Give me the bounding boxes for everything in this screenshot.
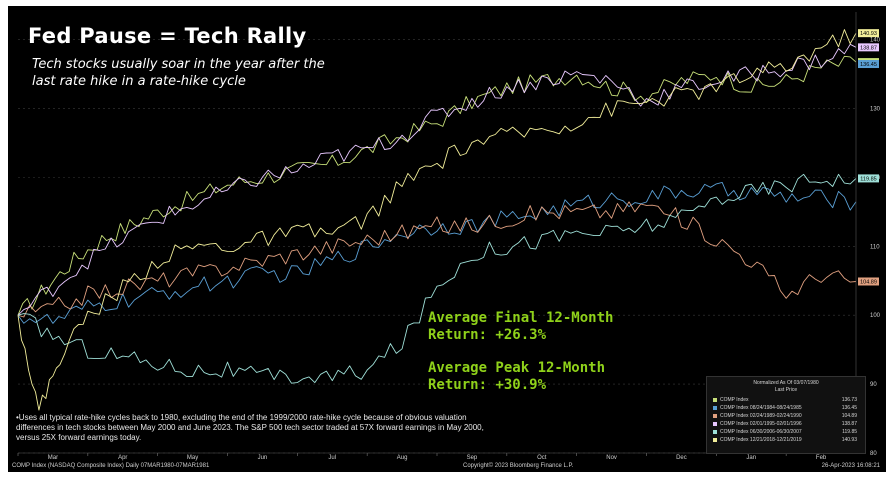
legend-item: COMP Index 12/21/2018-12/21/2019 140.93 (713, 437, 861, 444)
legend-title: Normalized As Of 03/07/1980 (753, 380, 819, 386)
legend-swatch (713, 437, 717, 442)
x-tick-label: Nov (606, 455, 617, 461)
legend-swatch (713, 405, 717, 410)
legend-label: COMP Index 08/24/1984-08/24/1985 (720, 405, 802, 411)
status-right: 26-Apr-2023 16:08:21 (821, 463, 880, 469)
end-value-label: 119.85 (860, 176, 876, 182)
end-value-tag (858, 277, 879, 286)
y-tick-label: 140 (870, 38, 881, 44)
series-line (17, 173, 857, 384)
legend-swatch (713, 413, 717, 418)
legend-value: 136.45 (841, 405, 857, 411)
end-value-tag (858, 29, 879, 38)
legend-item: COMP Index 02/01/1995-02/01/1996 138.87 (713, 421, 861, 428)
legend-label: COMP Index 02/24/1989-02/24/1990 (720, 413, 802, 419)
end-value-tag (858, 43, 879, 52)
legend-value: 138.87 (841, 421, 857, 427)
final-return-value: Return: +26.3% (428, 327, 547, 343)
x-tick-label: Dec (676, 455, 687, 461)
status-bar: COMP Index (NASDAQ Composite Index) Dail… (8, 461, 886, 472)
legend-swatch (713, 429, 717, 434)
legend-label: COMP Index (720, 397, 749, 403)
series-line (17, 181, 857, 324)
legend-label: COMP Index 12/21/2018-12/21/2019 (720, 437, 802, 443)
chart-subtitle: Tech stocks usually soar in the year aft… (32, 57, 325, 89)
y-tick-label: 130 (870, 106, 881, 112)
end-value-tag (858, 174, 879, 183)
legend-item: COMP Index 02/24/1989-02/24/1990 104.89 (713, 413, 861, 420)
legend-label: COMP Index 02/01/1995-02/01/1996 (720, 421, 802, 427)
footnote: •Uses all typical rate-hike cycles back … (16, 413, 484, 442)
status-left: COMP Index (NASDAQ Composite Index) Dail… (12, 463, 210, 469)
series-line (17, 55, 857, 316)
x-tick-label: May (187, 455, 198, 461)
legend-value: 104.89 (841, 413, 857, 419)
x-tick-label: Jul (328, 455, 336, 461)
y-tick-label: 110 (870, 244, 880, 250)
legend: Normalized As Of 03/07/1980 Last Price C… (706, 376, 866, 454)
x-tick-label: Mar (48, 455, 58, 461)
x-tick-label: Sep (467, 455, 478, 461)
legend-swatch (713, 397, 717, 402)
series-line (17, 29, 857, 411)
y-tick-label: 100 (870, 313, 881, 319)
chart-title: Fed Pause = Tech Rally (28, 24, 307, 48)
peak-return-value: Return: +30.9% (428, 377, 547, 393)
end-value-label: 138.87 (860, 45, 877, 51)
end-value-tag (858, 60, 879, 69)
series-line (17, 201, 857, 318)
legend-item: COMP Index 06/30/2006-06/30/2007 119.85 (713, 429, 861, 436)
x-tick-label: Feb (816, 455, 827, 461)
status-center: Copyright© 2023 Bloomberg Finance L.P. (463, 463, 574, 469)
end-value-label: 140.93 (860, 31, 877, 37)
legend-swatch (713, 421, 717, 426)
legend-item: COMP Index 136.73 (713, 397, 861, 404)
x-tick-label: Aug (397, 455, 408, 461)
x-tick-label: Jan (746, 455, 756, 461)
y-tick-label: 80 (870, 451, 877, 457)
legend-value: 119.85 (842, 429, 857, 435)
series-line (17, 43, 857, 316)
legend-value: 140.93 (841, 437, 857, 443)
x-tick-label: Jun (258, 455, 268, 461)
end-value-label: 136.45 (860, 62, 877, 68)
final-return-label: Average Final 12-Month (428, 310, 614, 326)
end-value-label: 104.89 (860, 279, 877, 285)
y-tick-label: 90 (870, 382, 877, 388)
peak-return-label: Average Peak 12-Month (428, 360, 606, 376)
legend-subtitle: Last Price (774, 387, 798, 393)
legend-label: COMP Index 06/30/2006-06/30/2007 (720, 429, 802, 435)
x-tick-label: Apr (118, 455, 127, 461)
legend-value: 136.73 (841, 397, 857, 403)
legend-item: COMP Index 08/24/1984-08/24/1985 136.45 (713, 405, 861, 412)
x-tick-label: Oct (537, 455, 547, 461)
chart-panel: 8090100110120130140 MarAprMayJunJulAugSe… (8, 6, 886, 472)
